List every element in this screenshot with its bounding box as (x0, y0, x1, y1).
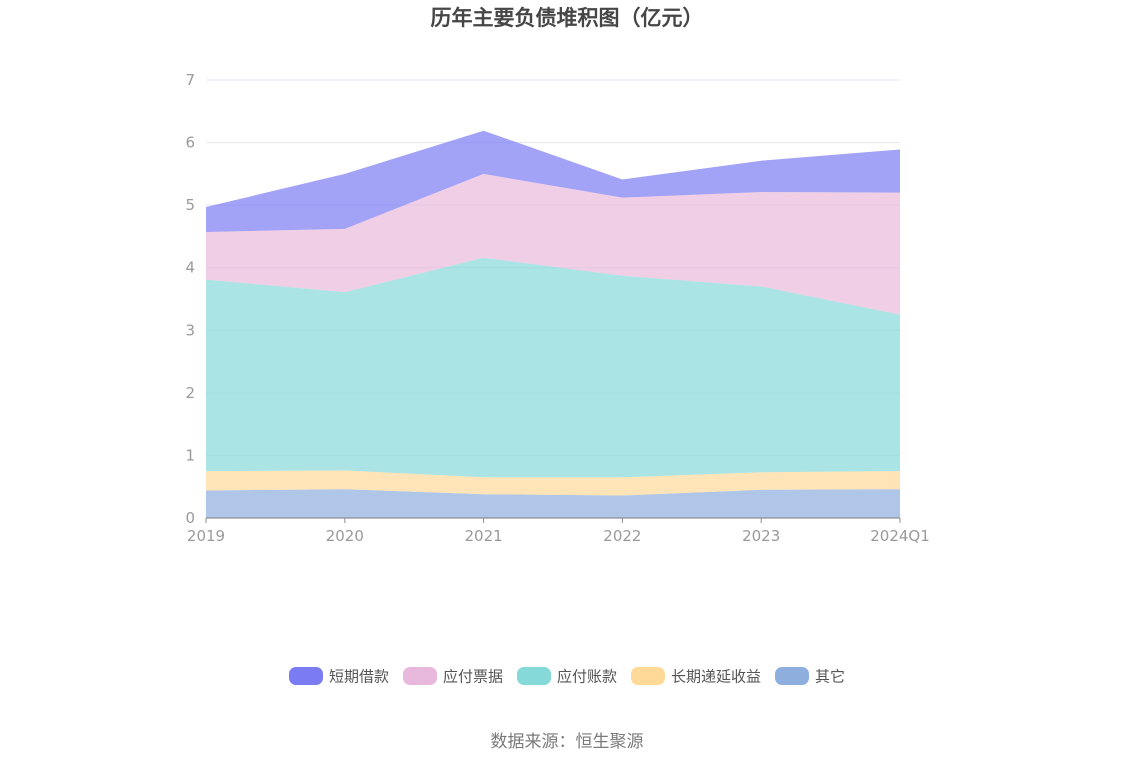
y-tick-label: 6 (185, 134, 195, 152)
x-tick-label: 2020 (326, 527, 364, 545)
area-series-4 (206, 130, 900, 232)
legend-swatch (517, 667, 551, 685)
legend-swatch (403, 667, 437, 685)
area-series-2 (206, 257, 900, 478)
y-tick-label: 7 (185, 71, 195, 89)
x-tick-label: 2021 (465, 527, 503, 545)
legend-label: 应付账款 (557, 668, 617, 686)
axes: 0 1 2 3 4 5 6 7 2019 2020 2021 2022 2023 2024Q1 (185, 71, 929, 545)
legend-item[interactable]: 短期借款 (289, 667, 389, 686)
x-tick-label: 2022 (603, 527, 641, 545)
chart-title: 历年主要负债堆积图（亿元） (431, 6, 704, 30)
legend-swatch (631, 667, 665, 685)
y-tick-label: 3 (185, 321, 195, 339)
y-tick-label: 0 (185, 509, 195, 527)
legend-item[interactable]: 应付账款 (517, 667, 617, 686)
x-tick-label: 2024Q1 (870, 527, 930, 545)
legend-label: 短期借款 (329, 668, 389, 686)
source-note: 数据来源：恒生聚源 (491, 732, 644, 752)
y-tick-label: 2 (185, 384, 195, 402)
stacked-areas (206, 130, 900, 518)
x-tick-label: 2023 (742, 527, 780, 545)
y-tick-label: 1 (185, 446, 195, 464)
y-tick-label: 5 (185, 196, 195, 214)
x-tick-label: 2019 (187, 527, 225, 545)
legend-item[interactable]: 其它 (775, 667, 845, 686)
legend-label: 长期递延收益 (671, 668, 761, 686)
legend-item[interactable]: 应付票据 (403, 667, 503, 686)
legend-label: 其它 (815, 668, 845, 686)
legend-item[interactable]: 长期递延收益 (631, 667, 761, 686)
legend-swatch (775, 667, 809, 685)
y-tick-label: 4 (185, 259, 195, 277)
legend: 短期借款 应付票据 应付账款 长期递延收益 其它 (289, 667, 845, 686)
area-series-1 (206, 470, 900, 496)
area-series-3 (206, 173, 900, 315)
area-series-0 (206, 489, 900, 518)
legend-label: 应付票据 (443, 668, 503, 686)
legend-swatch (289, 667, 323, 685)
